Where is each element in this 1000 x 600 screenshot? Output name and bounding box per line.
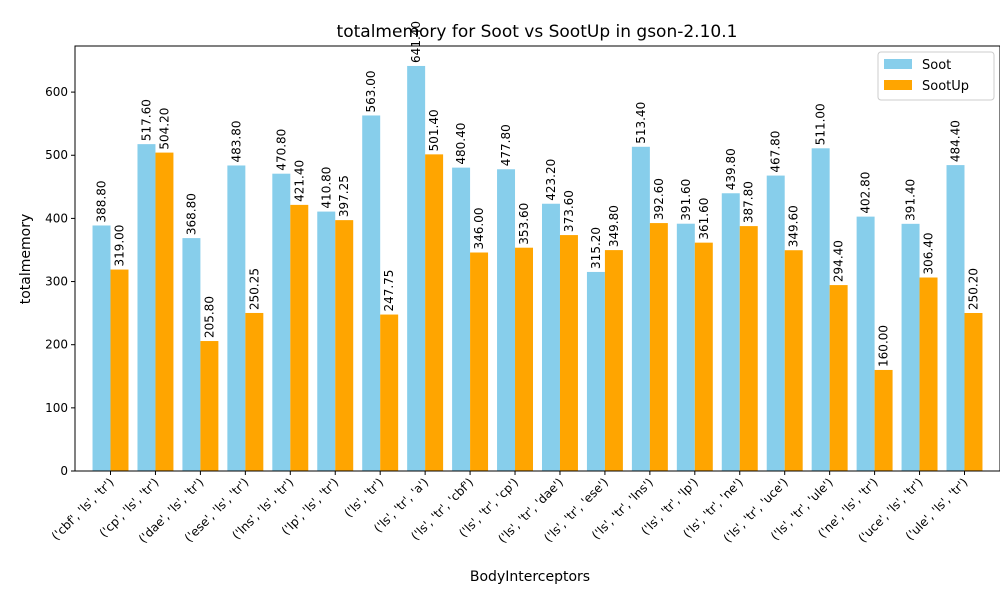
bar-soot [452,167,471,471]
data-label-soot: 470.80 [274,129,288,171]
data-label-sootup: 306.40 [922,233,936,275]
data-label-soot: 517.60 [139,99,153,141]
data-label-soot: 511.00 [814,103,828,145]
chart-title: totalmemory for Soot vs SootUp in gson-2… [337,22,738,42]
data-label-soot: 641.40 [409,21,423,63]
bar-soot [901,223,920,471]
bar-sootup [649,223,668,471]
data-label-soot: 423.20 [544,159,558,201]
data-label-soot: 467.80 [769,131,783,173]
data-label-soot: 315.20 [589,227,603,269]
bar-soot [137,144,156,472]
bar-soot [946,165,965,471]
data-label-sootup: 387.80 [742,181,756,223]
x-tick-label: ('ls', 'tr') [341,475,386,520]
data-label-sootup: 319.00 [112,225,126,267]
y-tick-label: 300 [45,275,68,289]
data-label-soot: 483.80 [229,120,243,162]
bar-sootup [110,269,129,471]
bar-sootup [200,341,219,471]
data-label-sootup: 373.60 [562,190,576,232]
y-tick-label: 100 [45,401,68,415]
data-label-sootup: 294.40 [832,240,846,282]
data-label-soot: 513.40 [634,102,648,144]
bar-soot [92,225,111,471]
bar-sootup [874,369,893,471]
data-label-soot: 439.80 [724,148,738,190]
plot-frame [74,45,1000,472]
bar-sootup [470,252,489,471]
bar-sootup [784,250,803,471]
bar-soot [227,165,246,472]
bar-soot [766,175,785,471]
legend: Soot SootUp [877,51,995,101]
legend-label-sootup: SootUp [922,79,969,94]
bar-soot [407,65,426,472]
data-label-soot: 402.80 [859,172,873,214]
bar-sootup [694,242,713,471]
data-label-soot: 391.40 [904,179,918,221]
data-label-soot: 410.80 [319,167,333,209]
data-label-sootup: 160.00 [877,325,891,367]
bar-soot [586,271,605,471]
x-axis-title: BodyInterceptors [470,569,590,585]
data-label-soot: 391.60 [679,179,693,221]
bar-sootup [380,314,399,471]
bar-soot [182,238,201,471]
y-tick-label: 200 [45,338,68,352]
data-label-soot: 368.80 [184,193,198,235]
data-label-sootup: 349.80 [607,205,621,247]
bar-soot [676,223,695,471]
data-label-sootup: 346.00 [472,208,486,250]
plot-area: 0 100 200 300 400 500 600 388.80 517.60 368.80 483… [45,21,983,546]
bar-sootup [964,312,983,471]
data-label-sootup: 250.20 [966,268,980,310]
data-label-sootup: 504.20 [157,108,171,150]
data-label-sootup: 421.40 [292,160,306,202]
data-label-sootup: 349.60 [787,205,801,247]
bar-sootup [559,235,578,471]
data-label-sootup: 353.60 [517,203,531,245]
bar-soot [856,216,875,471]
data-label-soot: 477.80 [499,124,513,166]
bar-soot [541,203,560,471]
bar-soot [362,115,381,471]
data-label-sootup: 247.75 [382,270,396,312]
data-label-sootup: 250.25 [247,268,261,310]
bar-soot [272,173,291,471]
bar-sootup [245,312,264,471]
bar-soot [497,169,516,471]
bar-sootup [604,250,623,471]
y-tick-label: 400 [45,211,68,225]
bar-sootup [155,152,174,471]
bar-sootup [290,204,309,471]
bar-sootup [829,285,848,471]
data-label-sootup: 397.25 [337,175,351,217]
bar-soot [721,193,740,471]
bar-sootup [739,226,758,471]
data-label-sootup: 361.60 [697,198,711,240]
legend-swatch-sootup [884,80,912,90]
bar-sootup [919,277,938,471]
y-tick-label: 600 [45,85,68,99]
bar-soot [317,211,336,471]
bar-sootup [425,154,444,471]
data-label-sootup: 205.80 [202,296,216,338]
data-label-soot: 484.40 [949,120,963,162]
data-label-sootup: 501.40 [427,109,441,151]
y-tick-label: 0 [60,464,68,478]
legend-swatch-soot [884,59,912,69]
y-axis-title: totalmemory [18,214,34,305]
bar-sootup [335,220,354,471]
data-label-sootup: 392.60 [652,178,666,220]
data-label-soot: 563.00 [364,70,378,112]
data-label-soot: 480.40 [454,123,468,165]
y-tick-label: 500 [45,148,68,162]
legend-label-soot: Soot [922,58,951,73]
data-label-soot: 388.80 [95,180,109,222]
bar-soot [811,148,830,472]
bar-soot [631,146,650,471]
bar-sootup [515,247,534,471]
